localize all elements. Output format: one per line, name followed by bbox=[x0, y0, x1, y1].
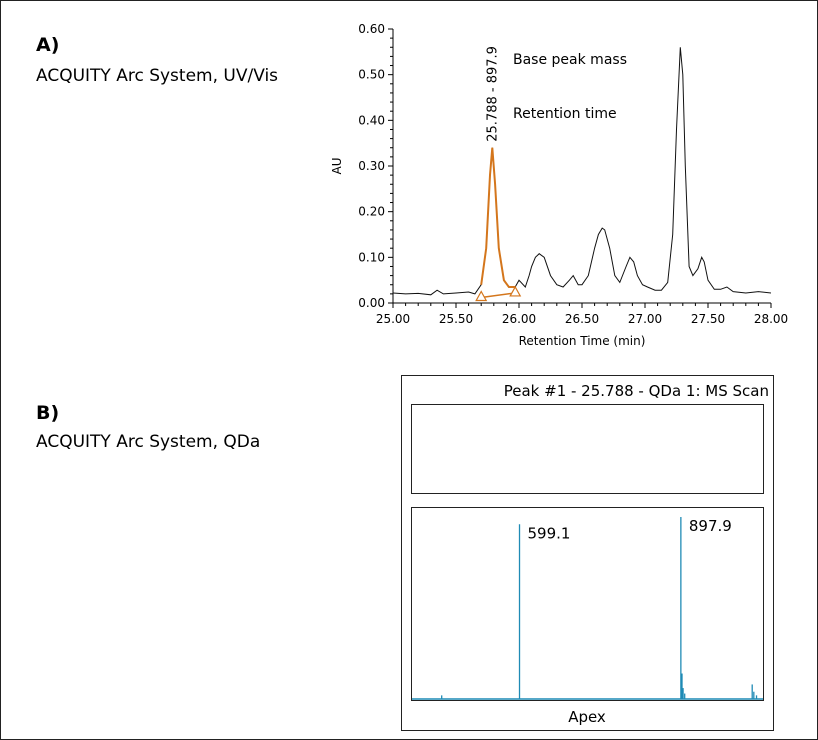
x-tick-label: 25.50 bbox=[439, 312, 473, 326]
annotation-base-peak-mass: Base peak mass bbox=[513, 52, 627, 68]
integration-marker bbox=[509, 285, 522, 297]
integrated-peak-trace bbox=[480, 147, 516, 288]
panel-a-letter: A) bbox=[36, 34, 60, 56]
spectrum-window-frame bbox=[401, 375, 774, 731]
x-axis-label: Retention Time (min) bbox=[519, 334, 646, 348]
spectrum-footer: Apex bbox=[568, 708, 606, 726]
y-tick-label: 0.60 bbox=[358, 22, 385, 36]
y-tick-label: 0.50 bbox=[358, 68, 385, 82]
integration-baseline bbox=[481, 292, 516, 299]
x-tick-label: 27.00 bbox=[628, 312, 662, 326]
y-tick-label: 0.40 bbox=[358, 113, 385, 127]
spectrum-peak-label: 897.9 bbox=[689, 517, 732, 535]
integration-marker bbox=[475, 290, 488, 302]
spectrum-title: Peak #1 - 25.788 - QDa 1: MS Scan bbox=[504, 382, 769, 400]
x-tick-label: 25.00 bbox=[376, 312, 410, 326]
y-tick-label: 0.10 bbox=[358, 250, 385, 264]
annotation-retention-time: Retention time bbox=[513, 106, 617, 122]
panel-b-letter: B) bbox=[36, 402, 60, 424]
panel-a-description: ACQUITY Arc System, UV/Vis bbox=[36, 66, 279, 86]
panel-b-description: ACQUITY Arc System, QDa bbox=[36, 432, 261, 452]
spectrum-plot-area bbox=[411, 507, 764, 701]
x-tick-label: 28.00 bbox=[754, 312, 788, 326]
x-tick-label: 26.00 bbox=[502, 312, 536, 326]
y-tick-label: 0.20 bbox=[358, 205, 385, 219]
y-axis-label: AU bbox=[330, 158, 344, 175]
y-tick-label: 0.30 bbox=[358, 159, 385, 173]
peak-label: 25.788 - 897.9 bbox=[485, 46, 500, 142]
empty-upper-pane bbox=[411, 404, 764, 494]
spectrum-peak-label: 599.1 bbox=[528, 524, 571, 542]
x-tick-label: 27.50 bbox=[691, 312, 725, 326]
uv-chromatogram: 0.00 0.10 0.20 0.30 0.40 0.50 0.60 25.00 25.50 26… bbox=[330, 22, 788, 348]
x-tick-label: 26.50 bbox=[565, 312, 599, 326]
y-tick-label: 0.00 bbox=[358, 296, 385, 310]
